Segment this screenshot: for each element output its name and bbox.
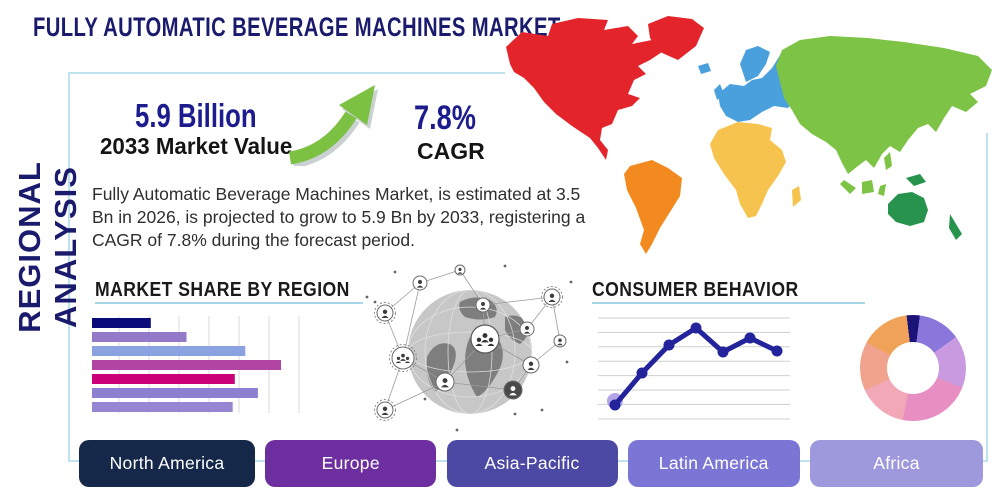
world-map bbox=[506, 16, 992, 254]
map-oceania bbox=[888, 174, 962, 240]
consumer-behavior-line-chart bbox=[598, 317, 790, 420]
map-africa bbox=[710, 122, 801, 218]
line-point-2 bbox=[636, 367, 648, 379]
bar-region-5 bbox=[92, 374, 235, 384]
market-value-caption: 2033 Market Value bbox=[100, 133, 293, 159]
decor-dots bbox=[365, 264, 573, 432]
region-button-africa[interactable]: Africa bbox=[810, 440, 983, 487]
frame-border-right bbox=[986, 133, 988, 462]
region-donut-chart bbox=[860, 315, 966, 421]
consumer-behavior-heading: CONSUMER BEHAVIOR bbox=[592, 279, 799, 301]
line-point-3 bbox=[663, 339, 675, 351]
page-title: FULLY AUTOMATIC BEVERAGE MACHINES MARKET bbox=[33, 12, 561, 42]
cagr-caption: CAGR bbox=[417, 138, 485, 164]
region-button-latin-america[interactable]: Latin America bbox=[627, 440, 800, 487]
donut-hole bbox=[887, 342, 939, 394]
bar-region-1 bbox=[92, 318, 151, 328]
frame-border-left bbox=[68, 72, 70, 462]
market-value-stat: 5.9 Billion bbox=[135, 97, 257, 134]
bar-region-3 bbox=[92, 346, 246, 356]
line-point-1 bbox=[609, 399, 621, 411]
network-nodes bbox=[374, 264, 567, 421]
line-point-7 bbox=[771, 345, 783, 357]
line-point-4 bbox=[690, 322, 702, 334]
bar-region-2 bbox=[92, 332, 187, 342]
line-point-6 bbox=[744, 332, 756, 344]
map-north-america bbox=[506, 18, 662, 160]
region-button-north-america[interactable]: North America bbox=[79, 440, 255, 487]
line-series bbox=[607, 322, 783, 411]
market-description: Fully Automatic Beverage Machines Market… bbox=[92, 184, 586, 250]
market-share-bar-chart bbox=[92, 316, 300, 413]
consumer-behavior-underline bbox=[592, 302, 865, 304]
vertical-section-label: REGIONAL ANALYSIS bbox=[12, 161, 83, 333]
map-greenland bbox=[648, 16, 704, 60]
bar-region-4 bbox=[92, 360, 281, 370]
bar-region-6 bbox=[92, 388, 258, 398]
market-share-heading: MARKET SHARE BY REGION bbox=[95, 279, 350, 301]
region-button-row: North America Europe Asia-Pacific Latin Ame… bbox=[79, 440, 983, 487]
cagr-stat: 7.8% bbox=[414, 99, 476, 137]
map-asia bbox=[776, 36, 992, 196]
frame-border-top bbox=[68, 72, 505, 74]
line-point-5 bbox=[717, 346, 729, 358]
growth-arrow-icon bbox=[288, 84, 388, 171]
market-share-underline bbox=[95, 302, 363, 304]
map-south-america bbox=[624, 160, 682, 254]
region-button-asia-pacific[interactable]: Asia-Pacific bbox=[446, 440, 618, 487]
region-button-europe[interactable]: Europe bbox=[265, 440, 437, 487]
globe-network-graphic bbox=[365, 264, 573, 432]
bar-series bbox=[92, 318, 281, 412]
bar-region-7 bbox=[92, 402, 233, 412]
line-chart-gridlines bbox=[598, 317, 790, 420]
